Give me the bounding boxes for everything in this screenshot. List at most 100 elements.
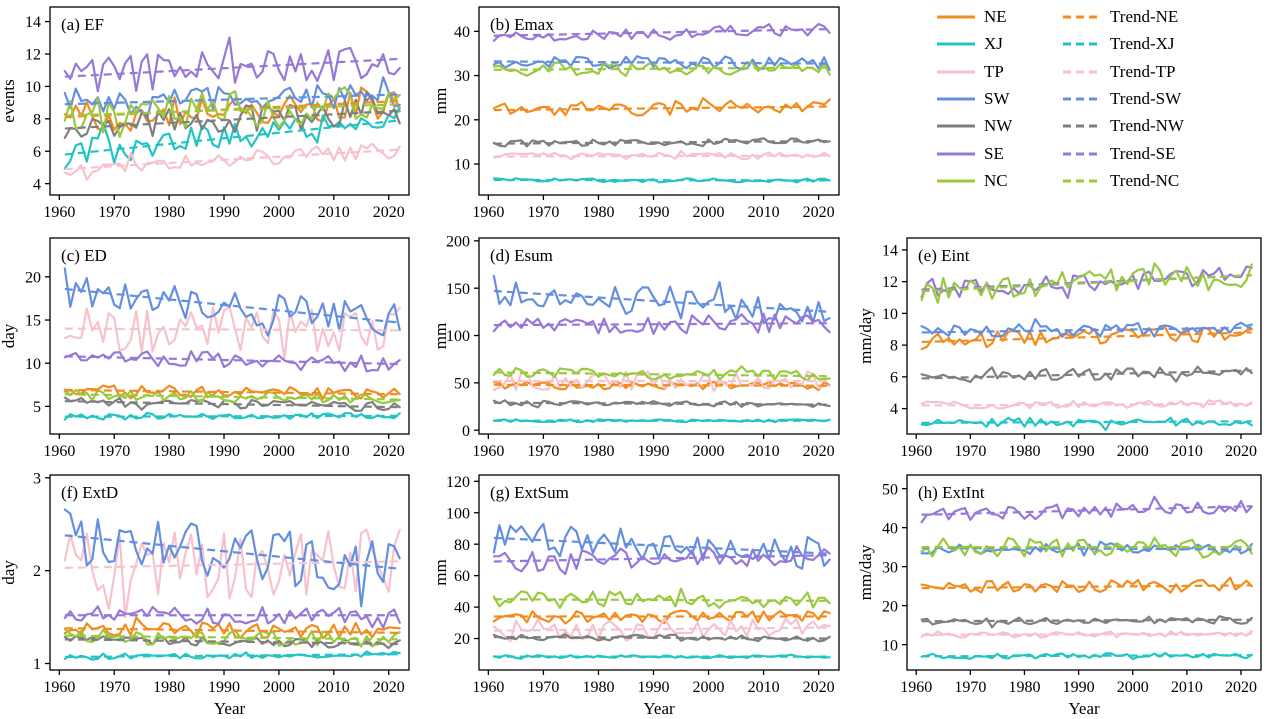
- x-tick-label: 1960: [900, 679, 932, 696]
- y-tick-label: 40: [454, 24, 470, 41]
- y-tick-label: 100: [446, 505, 470, 522]
- panel-d: 0 50 100 150 200 1960 1970 1980 1990 2000 2010 2020…: [431, 233, 840, 460]
- x-tick-label: 1980: [153, 679, 185, 696]
- legend-trend-line-icon: [1063, 97, 1101, 101]
- y-tick-label: 4: [33, 176, 41, 193]
- trend-line-SE: [493, 28, 830, 37]
- trend-line-NE: [493, 383, 830, 387]
- panel-b: 10 20 30 40 1960 1970 1980 1990 2000 2010 2020 (b) …: [431, 6, 840, 221]
- trend-line-NW: [493, 635, 830, 640]
- trend-line-TP: [64, 327, 400, 332]
- y-tick-label: 5: [33, 399, 41, 416]
- panel-a: 4 6 8 10 12 14 1960 1970 1980 1990 2000 2010 2020 (a)…: [0, 6, 410, 221]
- x-tick-label: 2020: [1225, 443, 1257, 460]
- y-tick-label: 60: [454, 568, 470, 585]
- x-tick-label: 1970: [954, 443, 986, 460]
- x-tick-label: 1960: [43, 679, 75, 696]
- x-tick-label: 1970: [98, 204, 130, 221]
- x-tick-label: 2000: [1117, 679, 1149, 696]
- y-tick-label: 200: [446, 233, 470, 250]
- series-line-TP: [63, 528, 401, 618]
- legend-trend-label-XJ: Trend-XJ: [1110, 34, 1175, 54]
- legend-series-line-icon: [937, 179, 975, 183]
- x-tick-label: 2000: [693, 204, 725, 221]
- series-line-SE: [492, 545, 831, 576]
- legend-trend-label-SW: Trend-SW: [1110, 88, 1182, 108]
- trend-line-XJ: [921, 654, 1252, 658]
- x-tick-label: 1990: [637, 679, 669, 696]
- legend-series-line-icon: [937, 15, 975, 19]
- panel-frame: [478, 6, 840, 196]
- y-tick-label: 12: [882, 274, 898, 291]
- trend-line-NE: [921, 584, 1252, 590]
- panel-title-f: (f) ExtD: [61, 483, 118, 502]
- series-line-SE: [63, 605, 401, 629]
- x-tick-label: 2020: [1225, 679, 1257, 696]
- y-axis-label-g: mm: [431, 559, 450, 585]
- x-tick-label: 2000: [263, 443, 295, 460]
- y-tick-label: 30: [882, 559, 898, 576]
- legend: NE Trend-NE XJ Trend-XJ TP Trend-TP SW Trend-SW…: [936, 7, 1202, 191]
- series-line-SE: [492, 312, 831, 335]
- legend-row-NW: NW Trend-NW: [936, 116, 1202, 136]
- x-tick-label: 1960: [43, 443, 75, 460]
- trend-line-NW: [64, 109, 400, 130]
- panel-g: 20 40 60 80 100 120 1960 1970 1980 1990 2000 2010 20…: [431, 474, 840, 718]
- x-tick-label: 2010: [318, 204, 350, 221]
- y-axis-label-a: events: [0, 79, 18, 122]
- x-axis-label-g: Year: [643, 699, 675, 718]
- x-tick-label: 2010: [748, 204, 780, 221]
- series-line-XJ: [492, 418, 831, 424]
- y-tick-label: 10: [882, 637, 898, 654]
- trend-line-TP: [493, 626, 830, 632]
- series-line-NC: [492, 61, 831, 77]
- y-tick-label: 6: [890, 369, 898, 386]
- panel-title-a: (a) EF: [61, 15, 104, 34]
- trend-line-SE: [64, 355, 400, 366]
- x-tick-label: 1990: [637, 443, 669, 460]
- trend-line-NE: [921, 331, 1252, 344]
- series-line-NC: [492, 587, 831, 609]
- x-tick-label: 1990: [1063, 443, 1095, 460]
- x-tick-label: 1980: [582, 204, 614, 221]
- trend-line-SW: [921, 326, 1252, 334]
- x-axis-label-h: Year: [1068, 699, 1100, 718]
- panel-frame: [478, 474, 840, 671]
- y-tick-label: 80: [454, 537, 470, 554]
- series-line-NW: [920, 615, 1253, 629]
- series-line-SE: [920, 265, 1253, 300]
- series-line-TP: [492, 617, 831, 643]
- panel-title-h: (h) ExtInt: [918, 483, 985, 502]
- x-tick-label: 1960: [472, 204, 504, 221]
- trend-line-TP: [493, 154, 830, 158]
- x-tick-label: 1990: [208, 204, 240, 221]
- trend-line-NW: [493, 401, 830, 406]
- y-tick-label: 15: [25, 313, 41, 330]
- panel-frame: [49, 474, 410, 671]
- trend-line-SE: [493, 322, 830, 327]
- trend-line-NC: [64, 393, 400, 401]
- trend-line-XJ: [64, 653, 400, 659]
- y-tick-label: 2: [33, 563, 41, 580]
- trend-line-NC: [493, 598, 830, 602]
- x-tick-label: 2020: [803, 679, 835, 696]
- legend-trend-line-icon: [1063, 152, 1101, 156]
- x-tick-label: 1980: [582, 679, 614, 696]
- x-tick-label: 1980: [153, 443, 185, 460]
- legend-series-line-icon: [937, 152, 975, 156]
- y-tick-label: 10: [25, 79, 41, 96]
- x-tick-label: 1980: [1008, 679, 1040, 696]
- legend-trend-line-icon: [1063, 42, 1101, 46]
- legend-trend-label-NE: Trend-NE: [1110, 7, 1179, 26]
- legend-trend-line-icon: [1063, 179, 1101, 183]
- legend-row-NC: NC Trend-NC: [936, 171, 1202, 191]
- x-tick-label: 2020: [373, 204, 405, 221]
- series-line-NW: [63, 635, 401, 650]
- legend-trend-line-icon: [1063, 124, 1101, 128]
- y-tick-label: 50: [454, 375, 470, 392]
- y-tick-label: 14: [25, 14, 41, 31]
- panel-title-e: (e) Eint: [918, 246, 970, 265]
- trend-line-NW: [921, 618, 1252, 623]
- legend-row-NE: NE Trend-NE: [936, 7, 1202, 27]
- legend-trend-line-icon: [1063, 15, 1101, 19]
